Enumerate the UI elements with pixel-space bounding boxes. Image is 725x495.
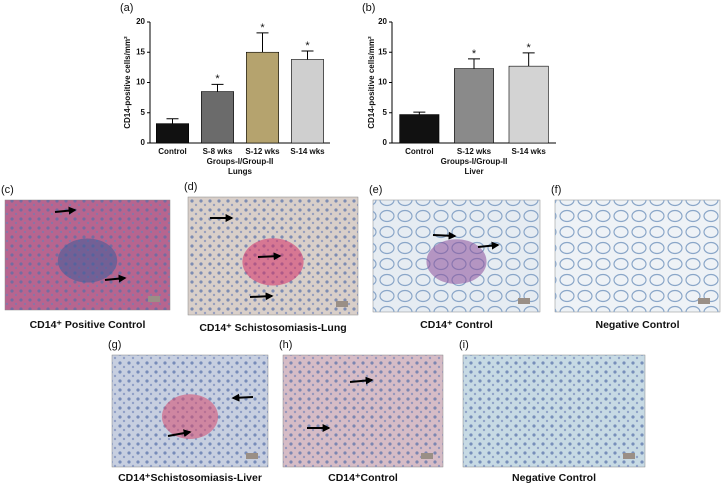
micrograph-texture (555, 200, 720, 312)
panel-label: (b) (362, 2, 375, 14)
bar (508, 65, 549, 144)
arrow (249, 292, 274, 301)
y-tick-label: 20 (378, 17, 387, 26)
panel-label: (h) (279, 339, 292, 351)
panel-label: (i) (459, 339, 469, 351)
arrow (349, 376, 374, 385)
bar (399, 114, 440, 144)
y-tick-label: 15 (136, 47, 145, 56)
y-tick-label: 10 (136, 78, 145, 87)
y-tick-label: 15 (378, 47, 387, 56)
panel-label: (c) (1, 184, 14, 196)
stained-region (242, 238, 304, 286)
scale-bar (336, 301, 348, 307)
y-tick-label: 5 (141, 108, 146, 117)
x-tick-label: S-8 wks (203, 147, 233, 156)
error-bar (256, 32, 269, 53)
y-tick-label: 20 (136, 17, 145, 26)
micrograph-texture (463, 355, 645, 467)
significance-mark: * (472, 48, 477, 60)
panel-caption: CD14⁺ Positive Control (30, 319, 146, 331)
x-tick-label: S-14 wks (512, 147, 547, 156)
y-axis-label: CD14-positive cells/mm² (123, 36, 132, 129)
significance-mark: * (527, 42, 532, 54)
scale-bar (421, 453, 433, 459)
y-tick-label: 0 (383, 138, 388, 147)
x-axis-label: Groups-I/Group-II (441, 157, 508, 166)
chart-subtitle: Lungs (228, 167, 253, 176)
arrow (231, 393, 254, 402)
panel-label: (d) (184, 181, 197, 193)
error-bar (301, 50, 314, 60)
scale-bar (698, 298, 710, 304)
x-tick-label: S-12 wks (245, 147, 280, 156)
bar (201, 91, 235, 144)
panel-caption: Negative Control (512, 472, 596, 484)
arrow (432, 231, 457, 240)
bar (246, 51, 280, 144)
error-bar (522, 52, 535, 67)
panel-caption: Negative Control (595, 319, 679, 331)
y-tick-label: 10 (378, 78, 387, 87)
bar (290, 59, 324, 144)
x-tick-label: S-12 wks (457, 147, 492, 156)
arrow (477, 241, 500, 250)
x-axis-label: Groups-I/Group-II (207, 157, 274, 166)
arrow (167, 429, 192, 438)
bar (156, 123, 190, 144)
arrow (257, 252, 282, 261)
scale-bar (148, 296, 160, 302)
error-bar (166, 118, 179, 124)
x-tick-label: S-14 wks (290, 147, 325, 156)
x-tick-label: Control (158, 147, 186, 156)
significance-mark: * (215, 73, 220, 85)
stained-region (57, 238, 118, 283)
y-axis-label: CD14-positive cells/mm² (367, 36, 376, 129)
error-bar (211, 83, 224, 92)
panel-label: (e) (369, 184, 382, 196)
panel-caption: CD14⁺Control (328, 472, 398, 484)
stained-region (426, 239, 487, 284)
significance-mark: * (260, 22, 265, 34)
panel-label: (f) (551, 184, 561, 196)
panel-caption: CD14⁺ Control (420, 319, 493, 331)
arrow (54, 206, 77, 215)
bar (454, 68, 494, 144)
scale-bar (246, 453, 258, 459)
micrograph-texture (283, 355, 443, 467)
panel-caption: CD14⁺ Schistosomiasis-Lung (199, 322, 346, 334)
stained-region (161, 394, 219, 439)
scale-bar (518, 298, 530, 304)
y-tick-label: 5 (383, 108, 388, 117)
y-tick-label: 0 (141, 138, 146, 147)
panel-label: (a) (120, 2, 133, 14)
x-tick-label: Control (405, 147, 433, 156)
chart-subtitle: Liver (464, 167, 483, 176)
panel-caption: CD14⁺Schistosomiasis-Liver (118, 472, 262, 484)
significance-mark: * (305, 40, 310, 52)
panel-label: (g) (108, 339, 121, 351)
scale-bar (623, 453, 635, 459)
arrow (104, 274, 127, 283)
error-bar (468, 58, 480, 69)
error-bar (413, 111, 426, 115)
